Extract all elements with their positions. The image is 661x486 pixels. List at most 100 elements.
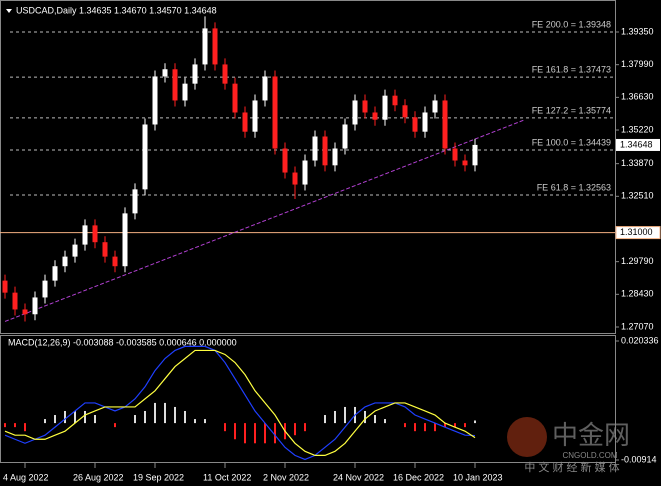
y-tick-label: 1.39350 [621,26,654,36]
candle-body [202,28,208,65]
candle-body [432,100,438,113]
candle-body [422,112,428,132]
candle-body [442,100,448,149]
x-tick-label: 26 Aug 2022 [73,472,124,482]
macd-bar [304,423,306,432]
trendline [4,119,526,322]
macd-bar [334,410,336,424]
candle-body [172,69,178,101]
y-tick-label: 1.28430 [621,289,654,299]
macd-bar [164,402,166,424]
x-tick-label: 16 Dec 2022 [393,472,444,482]
candle-body [412,117,418,132]
candle-body [402,105,408,118]
macd-bar [154,402,156,424]
macd-bar [324,415,326,424]
last-price-box [616,138,660,151]
macd-bar [64,410,66,424]
macd-line [4,349,476,456]
watermark-tagline: 中 文 财 经 新 媒 体 [524,460,619,474]
macd-frame [0,335,616,463]
macd-bar [14,423,16,428]
candle-body [462,160,468,166]
macd-bar [434,423,436,432]
candle-body [472,144,478,166]
candle-body [72,244,78,257]
macd-line [4,345,476,461]
fib-label: FE 100.0 = 1.34439 [532,137,611,147]
y-tick-label: 1.36630 [621,92,654,102]
candle-body [12,292,18,310]
candle-body [62,256,68,267]
macd-bar [344,406,346,424]
macd-bar [74,410,76,424]
candle-body [152,76,158,125]
macd-bar [254,423,256,444]
macd-bar [424,423,426,432]
x-tick-label: 19 Sep 2022 [133,472,184,482]
candle-body [102,242,108,257]
fib-label: FE 61.8 = 1.32563 [537,182,611,192]
candle-body [162,69,168,77]
logo [507,417,547,457]
y-tick-label: 1.32510 [621,191,654,201]
candle-body [332,148,338,166]
last-price-label: 1.34648 [620,139,653,149]
macd-bar [204,419,206,424]
macd-title: MACD(12,26,9) -0.003088 -0.003585 0.0006… [8,337,237,347]
h-line-box [615,226,661,240]
macd-bar [94,415,96,424]
candle-body [222,64,228,84]
candle-body [212,28,218,65]
h-line-label: 1.31000 [620,227,653,237]
macd-bar [54,415,56,424]
macd-bar [184,410,186,424]
candle-body [452,148,458,161]
macd-bar [24,423,26,432]
x-tick-label: 2 Nov 2022 [263,472,309,482]
macd-bar [364,410,366,424]
macd-bar [194,419,196,424]
candle-body [2,280,8,293]
candle-body [232,83,238,113]
y-tick-label: 1.29790 [621,256,654,266]
macd-y-tick-label: 0.020336 [621,335,659,345]
macd-bar [274,423,276,444]
macd-bar [294,423,296,436]
candle-body [52,266,58,281]
x-tick-label: 11 Oct 2022 [203,472,251,482]
macd-bar [404,423,406,428]
candle-body [252,100,258,132]
macd-bar [454,423,456,428]
x-tick-label: 24 Nov 2022 [333,472,384,482]
macd-bar [144,410,146,424]
macd-bar [384,419,386,424]
y-tick-label: 1.37990 [621,59,654,69]
chart-title: USDCAD,Daily 1.34635 1.34670 1.34570 1.3… [16,5,217,15]
candle-body [272,76,278,149]
candle-body [142,124,148,190]
candle-body [392,95,398,106]
x-tick-label: 10 Jan 2023 [453,472,503,482]
candle-body [342,124,348,149]
macd-bar [4,423,6,428]
macd-bar [444,423,446,428]
macd-bar [264,423,266,444]
candle-body [322,136,328,166]
macd-bar [84,410,86,424]
candle-body [242,112,248,132]
macd-bar [44,419,46,424]
macd-bar [174,406,176,424]
candle-body [302,160,308,185]
macd-bar [474,420,476,424]
candle-body [132,189,138,214]
candle-body [372,112,378,120]
macd-y-tick-label: -0.00914 [621,454,657,464]
candle-body [42,280,48,298]
macd-bar [134,415,136,424]
macd-bar [244,423,246,444]
candle-body [312,136,318,161]
y-tick-label: 1.33870 [621,158,654,168]
macd-bar [374,415,376,424]
